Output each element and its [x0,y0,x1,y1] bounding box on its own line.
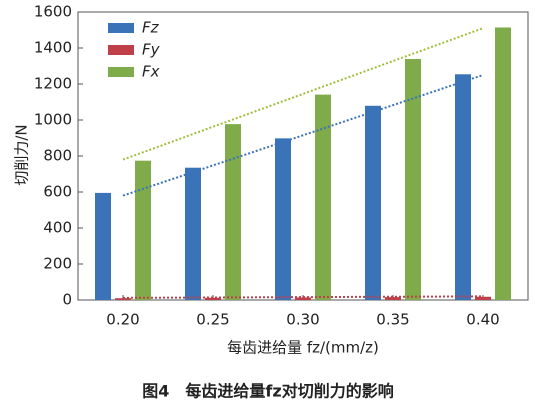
legend-label: Fz [142,19,160,37]
y-tick-label: 1000 [34,111,72,129]
bar [295,297,311,300]
x-tick-label: 0.40 [466,311,499,329]
bar [135,160,151,300]
trend-line [122,74,484,197]
legend-swatch [108,23,134,33]
y-tick-label: 200 [43,255,72,273]
legend-label: Fy [142,41,161,59]
trend-line [122,27,484,161]
bar [115,298,131,300]
y-tick-label: 1400 [34,39,72,57]
legend-label: Fx [142,63,160,81]
y-tick-label: 400 [43,219,72,237]
bar [315,94,331,301]
bar [225,124,241,300]
bar [95,192,111,300]
bar [405,58,421,301]
bar [385,297,401,300]
x-axis-label: 每齿进给量 fz/(mm/z) [227,339,379,357]
y-tick-label: 0 [62,291,72,309]
y-tick-label: 1600 [34,3,72,21]
legend-swatch [108,45,134,55]
y-tick-label: 1200 [34,75,72,93]
bar [185,167,201,300]
bar [475,296,491,300]
x-tick-label: 0.25 [196,311,229,329]
x-tick-label: 0.30 [286,311,319,329]
y-axis-label: 切削力/N [13,124,31,185]
bar [275,138,291,300]
legend-swatch [108,67,134,77]
x-tick-label: 0.20 [106,311,139,329]
bar [455,74,471,300]
y-tick-label: 800 [43,147,72,165]
bar [495,27,511,300]
bar [205,297,221,300]
trend-line [122,295,484,299]
bar [365,105,381,300]
caption: 图4 每齿进给量fz对切削力的影响 [142,382,393,401]
y-tick-label: 600 [43,183,72,201]
x-tick-label: 0.35 [376,311,409,329]
